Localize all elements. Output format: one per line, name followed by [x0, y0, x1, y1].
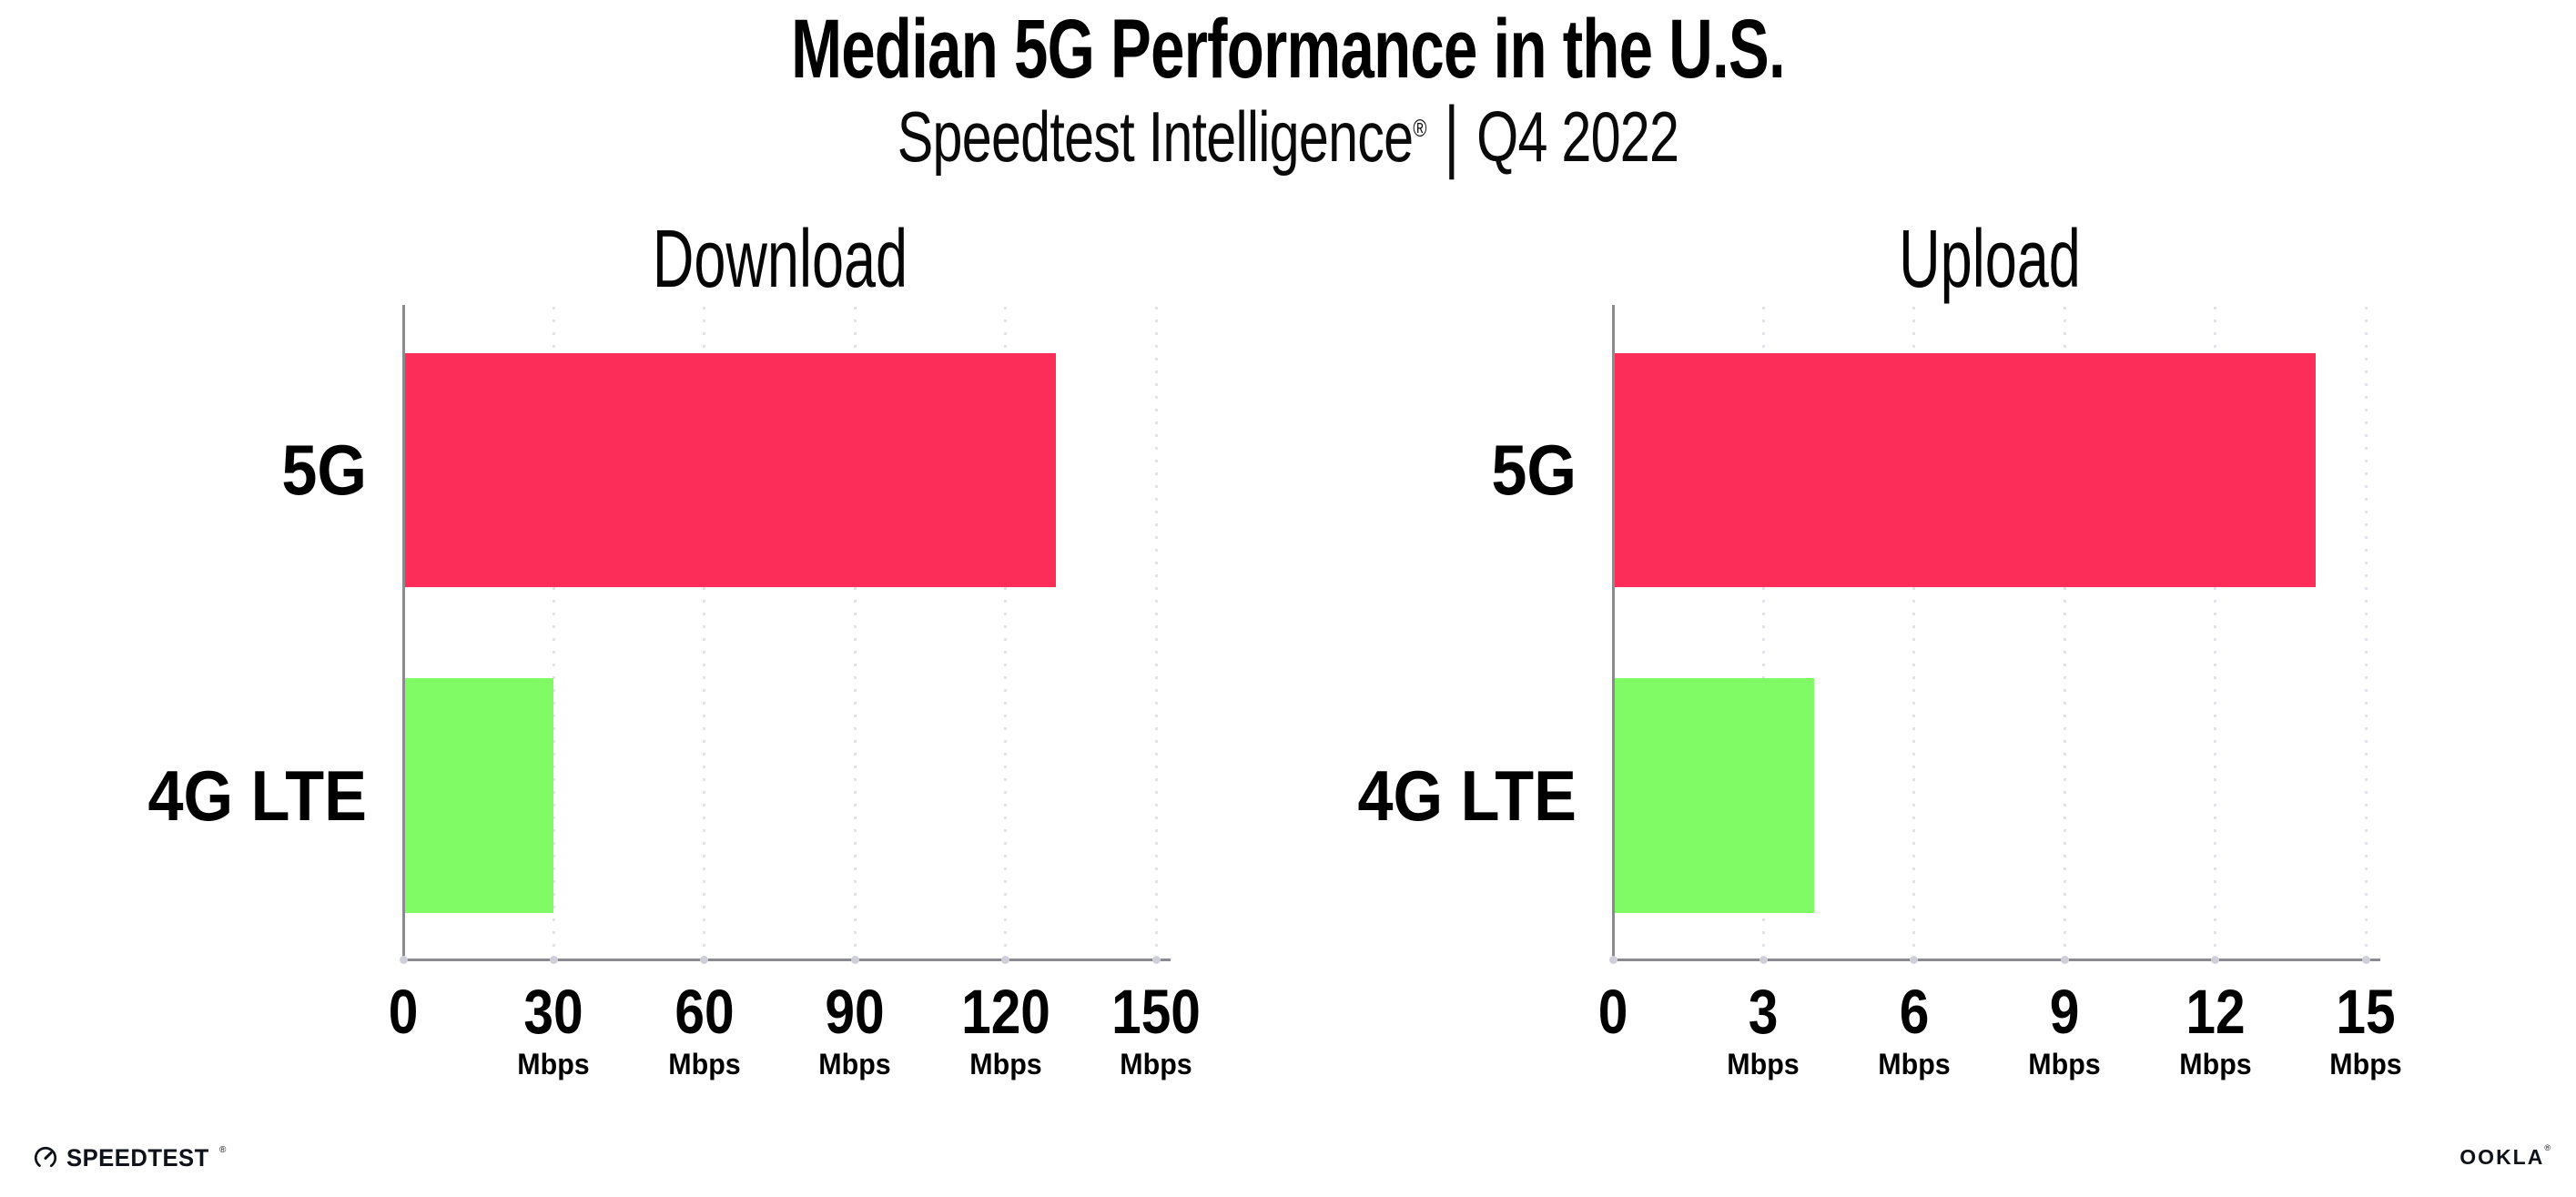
speedtest-gauge-icon	[34, 1146, 57, 1170]
x-tick-label: 30	[523, 977, 584, 1047]
x-tick-unit: Mbps	[1878, 1048, 1951, 1080]
x-tick-label: 0	[1597, 977, 1628, 1047]
x-tick-label: 120	[960, 977, 1050, 1047]
registered-mark-icon: ®	[1413, 115, 1426, 142]
bar-4g-lte	[405, 678, 554, 913]
page-subtitle: Speedtest Intelligence® | Q4 2022	[309, 89, 2267, 180]
x-tick-label: 15	[2336, 977, 2396, 1047]
x-tick-unit: Mbps	[2329, 1048, 2402, 1080]
x-tick-label: 6	[1899, 977, 1930, 1047]
bar-5g	[405, 353, 1056, 587]
ookla-logo: OOKLA ®	[2459, 1143, 2551, 1172]
x-tick-label: 150	[1111, 977, 1201, 1047]
x-tick-label: 9	[2049, 977, 2080, 1047]
subtitle-period: Q4 2022	[1476, 96, 1679, 177]
bar-5g	[1615, 353, 2316, 587]
subtitle-separator: |	[1444, 89, 1460, 180]
subtitle-brand: Speedtest Intelligence	[897, 96, 1414, 177]
ookla-registered-mark-icon: ®	[2544, 1143, 2551, 1152]
gridline	[853, 307, 857, 957]
axis-tick-dot	[1608, 956, 1618, 964]
x-tick-unit: Mbps	[2178, 1048, 2252, 1080]
category-label-4g-lte: 4G LTE	[1357, 756, 1577, 836]
gridline	[2364, 307, 2368, 957]
y-axis	[1611, 305, 1615, 960]
axis-tick-dot	[1759, 956, 1768, 964]
gridline	[1154, 307, 1158, 957]
x-axis	[401, 959, 1171, 961]
x-tick-label: 60	[674, 977, 735, 1047]
x-axis	[1611, 959, 2380, 961]
x-tick-unit: Mbps	[1727, 1048, 1800, 1080]
x-tick-unit: Mbps	[517, 1048, 591, 1080]
axis-tick-dot	[2060, 956, 2069, 964]
gridline	[2214, 307, 2217, 957]
axis-tick-dot	[2361, 956, 2370, 964]
axis-tick-dot	[1001, 956, 1010, 964]
axis-tick-dot	[2211, 956, 2220, 964]
speedtest-wordmark: SPEEDTEST	[66, 1143, 209, 1172]
chart-title: Download	[652, 214, 908, 305]
gridline	[703, 307, 706, 957]
category-label-4g-lte: 4G LTE	[147, 756, 367, 836]
gridline	[1004, 307, 1008, 957]
chart-title: Upload	[1898, 214, 2081, 305]
x-tick-label: 12	[2185, 977, 2246, 1047]
axis-tick-dot	[399, 956, 408, 964]
ookla-wordmark: OOKLA	[2459, 1145, 2545, 1169]
gridline	[552, 307, 555, 957]
x-tick-label: 3	[1749, 977, 1779, 1047]
x-tick-unit: Mbps	[2028, 1048, 2101, 1080]
gridline	[1912, 307, 1916, 957]
speedtest-logo: SPEEDTEST ®	[33, 1141, 231, 1174]
x-tick-unit: Mbps	[668, 1048, 741, 1080]
gridline	[2063, 307, 2066, 957]
axis-tick-dot	[1910, 956, 1919, 964]
x-tick-label: 0	[388, 977, 419, 1047]
axis-tick-dot	[549, 956, 558, 964]
gridline	[1761, 307, 1765, 957]
axis-tick-dot	[1151, 956, 1161, 964]
x-tick-unit: Mbps	[969, 1048, 1042, 1080]
category-label-5g: 5G	[1491, 430, 1577, 510]
axis-tick-dot	[700, 956, 709, 964]
category-label-5g: 5G	[281, 430, 367, 510]
x-tick-label: 90	[825, 977, 885, 1047]
x-tick-unit: Mbps	[818, 1048, 891, 1080]
x-tick-unit: Mbps	[1120, 1048, 1192, 1080]
bar-4g-lte	[1615, 678, 1814, 913]
axis-tick-dot	[850, 956, 859, 964]
y-axis	[401, 305, 405, 960]
page-title: Median 5G Performance in the U.S.	[791, 3, 1786, 96]
